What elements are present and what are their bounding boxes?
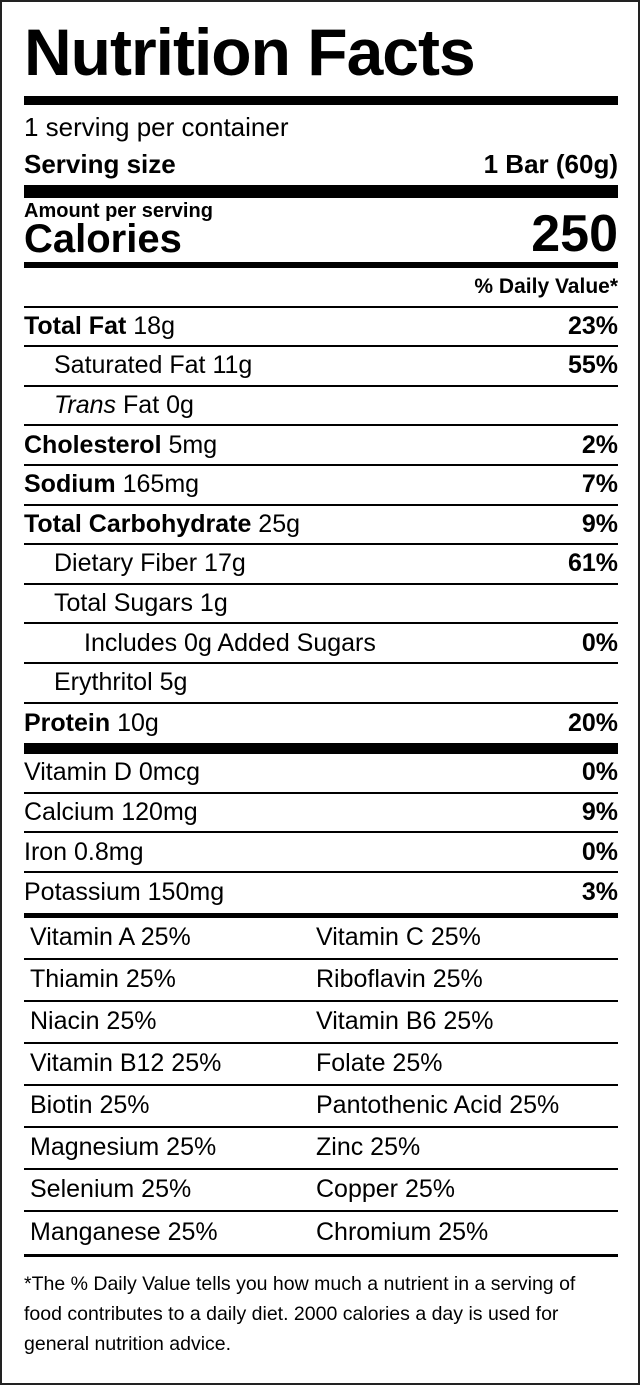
servings-per-container: 1 serving per container <box>24 111 289 142</box>
serving-size-row: Serving size 1 Bar (60g) <box>24 143 618 185</box>
nutrient-name: Sodium <box>24 470 116 499</box>
nutrient-name: Includes 0g Added Sugars <box>84 628 376 657</box>
nutrient-name: Protein <box>24 708 111 737</box>
micronutrient: Chromium 25% <box>316 1218 489 1246</box>
nutrient-row: Trans Fat 0g <box>24 387 618 427</box>
nutrient-amount: Fat 0g <box>123 391 194 420</box>
footnote: *The % Daily Value tells you how much a … <box>24 1272 576 1355</box>
micronutrient: Pantothenic Acid 25% <box>316 1091 560 1119</box>
nutrient-amount: 5mg <box>168 430 218 459</box>
serving-size-label: Serving size <box>24 148 176 179</box>
nutrient-name: Erythritol <box>54 668 153 697</box>
divider <box>24 185 618 198</box>
micronutrient: Niacin 25% <box>30 1007 157 1035</box>
vitamin-row: Calcium 120mg 9% <box>24 794 618 834</box>
nutrient-row: Includes 0g Added Sugars 0% <box>24 624 618 664</box>
amount-per-serving: Amount per serving <box>24 200 213 222</box>
vitamin-row: Potassium 150mg 3% <box>24 873 618 913</box>
title: Nutrition Facts <box>24 15 476 89</box>
micronutrient: Manganese 25% <box>30 1218 218 1246</box>
vitamin-dv: 9% <box>581 798 618 827</box>
micronutrient: Zinc 25% <box>316 1133 421 1161</box>
micronutrient-row: Biotin 25% Pantothenic Acid 25% <box>24 1086 618 1128</box>
micronutrient-row: Niacin 25% Vitamin B6 25% <box>24 1002 618 1044</box>
nutrient-dv: 20% <box>567 708 618 737</box>
micronutrient: Copper 25% <box>316 1175 455 1203</box>
nutrient-row: Total Sugars 1g <box>24 585 618 625</box>
nutrient-amount: 10g <box>117 708 159 737</box>
nutrient-row: Erythritol 5g <box>24 664 618 704</box>
micronutrient: Vitamin C 25% <box>316 923 481 951</box>
micronutrient-row: Vitamin B12 25% Folate 25% <box>24 1044 618 1086</box>
micronutrient: Selenium 25% <box>30 1175 192 1203</box>
nutrient-amount: 18g <box>133 311 175 340</box>
nutrient-dv: 23% <box>567 311 618 340</box>
divider <box>24 912 618 918</box>
nutrient-row: Saturated Fat 11g 55% <box>24 347 618 387</box>
nutrient-name: Total Carbohydrate <box>24 509 252 538</box>
nutrient-dv: 55% <box>567 351 618 380</box>
micronutrient: Riboflavin 25% <box>316 965 483 993</box>
nutrient-amount: 11g <box>212 351 253 380</box>
nutrient-row: Protein 10g 20% <box>24 704 618 744</box>
divider <box>24 262 618 268</box>
divider <box>24 743 618 755</box>
servings-row: 1 serving per container <box>24 105 618 143</box>
nutrient-amount: 1g <box>199 589 228 618</box>
vitamin-dv: 0% <box>581 837 618 866</box>
micronutrient-row: Manganese 25% Chromium 25% <box>24 1212 618 1254</box>
nutrient-name: Saturated Fat <box>54 351 206 380</box>
micronutrient: Folate 25% <box>316 1049 443 1077</box>
nutrient-amount: 165mg <box>122 470 200 499</box>
micronutrient-grid: Vitamin A 25% Vitamin C 25% Thiamin 25% Rib… <box>24 918 618 1254</box>
nutrient-dv: 0% <box>581 628 618 657</box>
micronutrient: Biotin 25% <box>30 1091 150 1119</box>
nutrient-dv: 61% <box>567 549 618 578</box>
dv-header: % Daily Value* <box>24 268 618 308</box>
calories-value: 250 <box>531 205 618 263</box>
micronutrient-row: Selenium 25% Copper 25% <box>24 1170 618 1212</box>
vitamin-name: Vitamin D 0mcg <box>24 758 200 787</box>
nutrient-name: Trans <box>54 391 117 420</box>
nutrient-amount: 25g <box>258 509 301 538</box>
vitamin-dv: 0% <box>581 758 618 787</box>
micronutrient: Magnesium 25% <box>30 1133 217 1161</box>
nutrient-name: Total Fat <box>24 311 127 340</box>
micronutrient-row: Vitamin A 25% Vitamin C 25% <box>24 918 618 960</box>
nutrient-row: Total Fat 18g 23% <box>24 308 618 348</box>
vitamin-name: Iron 0.8mg <box>24 837 144 866</box>
micronutrient: Thiamin 25% <box>30 965 176 993</box>
nutrient-name: Cholesterol <box>24 430 162 459</box>
nutrient-name: Total Sugars <box>54 589 193 618</box>
nutrient-dv: 7% <box>581 470 618 499</box>
dv-header-text: % Daily Value* <box>474 274 618 298</box>
nutrient-dv: 9% <box>581 509 618 538</box>
micronutrient-row: Thiamin 25% Riboflavin 25% <box>24 960 618 1002</box>
divider <box>24 1253 618 1257</box>
calories-block: Amount per serving Calories 250 <box>24 198 618 263</box>
vitamin-name: Potassium 150mg <box>24 878 225 907</box>
vitamin-name: Calcium 120mg <box>24 798 198 827</box>
vitamin-row: Vitamin D 0mcg 0% <box>24 754 618 794</box>
nutrient-amount: 17g <box>204 549 246 578</box>
vitamin-row: Iron 0.8mg 0% <box>24 833 618 873</box>
micronutrient-row: Magnesium 25% Zinc 25% <box>24 1128 618 1170</box>
micronutrient: Vitamin B12 25% <box>30 1049 222 1077</box>
nutrient-dv: 2% <box>581 430 618 459</box>
nutrient-row: Cholesterol 5mg 2% <box>24 426 618 466</box>
micronutrient: Vitamin A 25% <box>30 923 191 951</box>
vitamin-dv: 3% <box>581 878 618 907</box>
nutrient-name: Dietary Fiber <box>54 549 198 578</box>
micronutrient: Vitamin B6 25% <box>316 1007 494 1035</box>
nutrient-amount: 5g <box>159 668 188 697</box>
nutrient-row: Sodium 165mg 7% <box>24 466 618 506</box>
serving-size-value: 1 Bar (60g) <box>483 148 618 179</box>
divider <box>24 96 618 105</box>
calories-label: Calories <box>24 217 182 261</box>
nutrient-row: Total Carbohydrate 25g 9% <box>24 506 618 546</box>
nutrient-row: Dietary Fiber 17g 61% <box>24 545 618 585</box>
